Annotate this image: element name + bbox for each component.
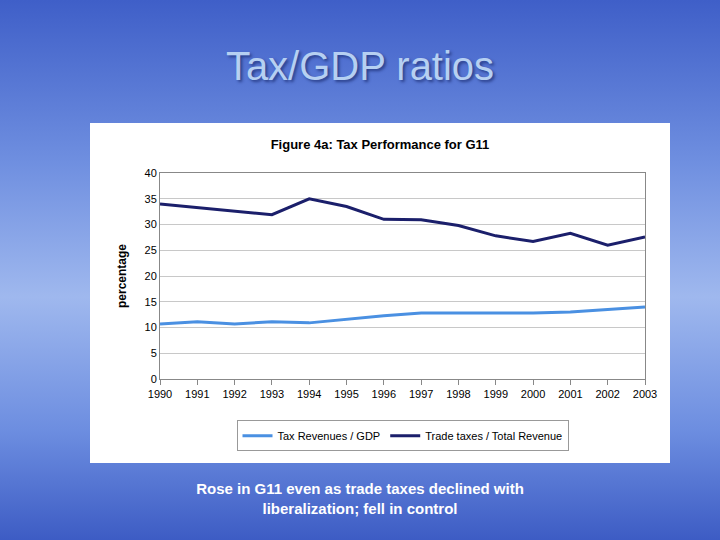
svg-text:30: 30: [145, 218, 157, 230]
svg-text:percentage: percentage: [115, 244, 129, 308]
svg-text:1993: 1993: [260, 388, 284, 400]
svg-text:40: 40: [145, 167, 157, 179]
svg-text:Trade taxes / Total Revenue: Trade taxes / Total Revenue: [425, 430, 562, 442]
html-text:Tax/GDP ratios: Tax/GDP ratios: [225, 44, 495, 88]
svg-text:1995: 1995: [334, 388, 358, 400]
html-text:Rose in G11 even as trade taxe: Rose in G11 even as trade taxes declined…: [196, 480, 524, 517]
svg-text:1992: 1992: [222, 388, 246, 400]
svg-text:25: 25: [145, 244, 157, 256]
svg-text:1999: 1999: [484, 388, 508, 400]
svg-text:35: 35: [145, 193, 157, 205]
svg-text:0: 0: [151, 373, 157, 385]
svg-text:1997: 1997: [409, 388, 433, 400]
svg-text:1991: 1991: [185, 388, 209, 400]
svg-text:20: 20: [145, 270, 157, 282]
svg-text:1998: 1998: [446, 388, 470, 400]
svg-text:1996: 1996: [372, 388, 396, 400]
svg-text:2001: 2001: [558, 388, 582, 400]
svg-text:1994: 1994: [297, 388, 321, 400]
svg-text:2002: 2002: [595, 388, 619, 400]
svg-text:5: 5: [151, 347, 157, 359]
svg-text:10: 10: [145, 321, 157, 333]
svg-text:2000: 2000: [521, 388, 545, 400]
svg-text:2003: 2003: [633, 388, 657, 400]
svg-text:Figure 4a: Tax Performance for: Figure 4a: Tax Performance for G11: [271, 137, 490, 152]
svg-text:1990: 1990: [148, 388, 172, 400]
svg-text:Tax Revenues / GDP: Tax Revenues / GDP: [278, 430, 381, 442]
svg-text:15: 15: [145, 296, 157, 308]
